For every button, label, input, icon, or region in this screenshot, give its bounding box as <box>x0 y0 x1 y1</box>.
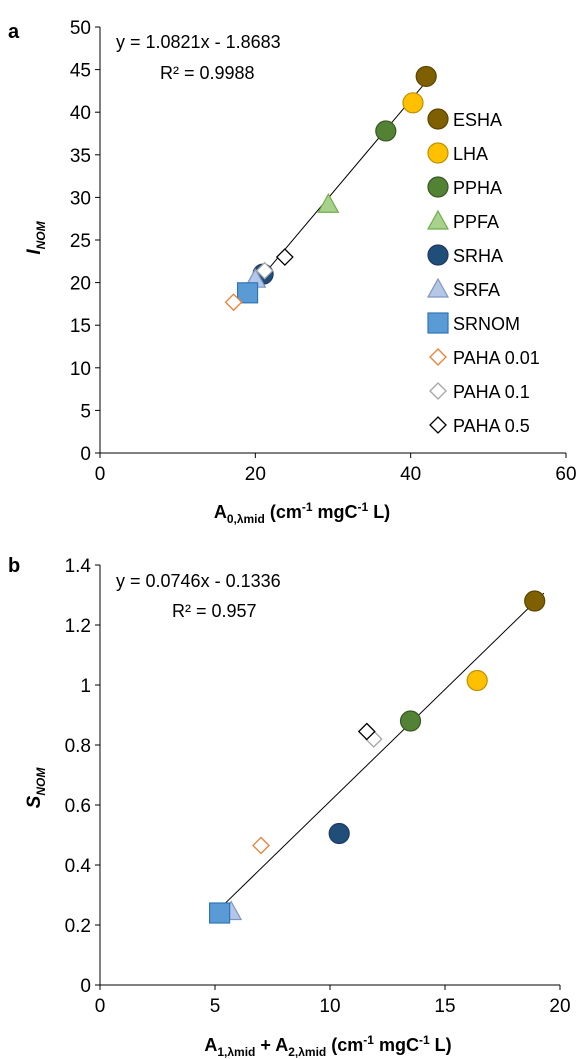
legend-label-ppfa: PPFA <box>453 212 499 232</box>
legend-item-paha-0-5: PAHA 0.5 <box>429 416 530 436</box>
panel-b-x-axis-label: A1,λmid + A2,λmid (cm-1 mgC-1 L) <box>204 1033 451 1059</box>
panel-a-trendline-path <box>247 81 427 295</box>
legend-marker-lha <box>427 142 449 164</box>
panel-b-x-tick-label: 15 <box>434 996 455 1017</box>
panel-a-point-paha-0-1 <box>255 261 274 280</box>
legend-item-srfa: SRFA <box>426 277 500 300</box>
panel-a-y-tick-label: 35 <box>70 146 91 167</box>
panel-a-y-tick-label: 30 <box>70 188 91 209</box>
legend-marker-paha-0-01 <box>429 348 447 366</box>
legend-item-paha-0-1: PAHA 0.1 <box>429 382 530 402</box>
panel-b-point-ppha <box>399 710 422 732</box>
panel-a-y-tick-label: 15 <box>70 316 91 337</box>
legend-marker-srnom <box>427 312 449 334</box>
panel-a-point-esha <box>415 65 437 88</box>
legend-label-esha: ESHA <box>453 110 502 130</box>
legend-label-srha: SRHA <box>453 246 503 266</box>
panel-a-point-lha <box>402 92 424 114</box>
panel-b-point-esha <box>524 590 546 612</box>
panel-b-trendline-path <box>214 592 545 914</box>
legend-item-ppha: PPHA <box>427 176 502 198</box>
panel-b-points <box>209 590 546 924</box>
panel-a-point-ppha <box>375 120 397 142</box>
panel-a-equation: y = 1.0821x - 1.8683 <box>116 32 281 52</box>
legend-item-paha-0-01: PAHA 0.01 <box>429 348 540 368</box>
panel-b-x-tick-label: 10 <box>319 996 340 1017</box>
panel-b-point-srnom <box>209 902 231 924</box>
panel-b-point-srha <box>328 822 350 845</box>
panel-b-x-tick-label: 20 <box>549 996 570 1017</box>
panel-b-point-paha-0-5 <box>357 722 376 741</box>
panel-a-label: a <box>8 21 20 43</box>
panel-b-x-tick-label: 5 <box>210 996 221 1017</box>
legend-item-srnom: SRNOM <box>427 312 520 334</box>
panel-b-x-tick-label: 0 <box>95 996 106 1017</box>
legend-marker-paha-0-5 <box>429 416 447 434</box>
panel-a-point-paha-0-01 <box>224 293 243 312</box>
panel-b-point-paha-0-01 <box>252 836 270 855</box>
panel-a-y-tick-label: 5 <box>80 401 91 422</box>
legend-item-esha: ESHA <box>427 108 502 130</box>
legend-marker-srfa <box>426 277 450 298</box>
legend-label-paha-0-1: PAHA 0.1 <box>453 382 530 402</box>
legend-marker-ppha <box>427 176 449 198</box>
panel-a-trendline <box>247 81 427 295</box>
panel-a-point-ppfa <box>317 192 340 213</box>
panel-b-r-squared: R² = 0.957 <box>172 601 257 621</box>
panel-a: a 0 5 10 15 20 25 30 35 40 45 50 0 20 40 60 y = 1.0821… <box>8 18 577 526</box>
panel-a-y-tick-label: 45 <box>70 61 91 82</box>
panel-b-y-tick-label: 0 <box>80 976 91 997</box>
panel-b-point-lha <box>466 669 488 692</box>
legend-label-paha-0-5: PAHA 0.5 <box>453 416 530 436</box>
panel-b-equation: y = 0.0746x - 0.1336 <box>116 571 281 591</box>
panel-a-x-tick-label: 0 <box>95 464 106 485</box>
legend-label-ppha: PPHA <box>453 178 502 198</box>
panel-b-y-tick-label: 0.8 <box>65 736 91 757</box>
panel-a-point-paha-0-5 <box>275 248 294 266</box>
panel-a-y-tick-label: 10 <box>70 359 91 380</box>
panel-b-label: b <box>8 555 20 577</box>
panel-a-y-tick-label: 20 <box>70 274 91 295</box>
legend-marker-srha <box>427 244 449 266</box>
panel-a-x-tick-label: 60 <box>555 464 576 485</box>
panel-a-x-tick-label: 40 <box>400 464 421 485</box>
panel-b: b 0 0.2 0.4 0.6 0.8 1 1.2 1.4 0 5 10 15 20 y = 0.074… <box>8 555 571 1059</box>
panel-b-y-tick-label: 0.2 <box>65 916 91 937</box>
legend-item-ppfa: PPFA <box>426 209 499 232</box>
panel-a-y-axis-label: INOM <box>24 220 48 254</box>
panel-b-y-tick-label: 1.4 <box>65 556 92 577</box>
panel-a-points <box>224 65 437 312</box>
panel-a-y-tick-label: 0 <box>80 444 91 465</box>
panel-a-x-tick-label: 20 <box>245 464 266 485</box>
panel-b-y-tick-label: 1 <box>80 676 91 697</box>
legend-label-srfa: SRFA <box>453 280 500 300</box>
legend-item-srha: SRHA <box>427 244 503 266</box>
panel-a-point-srnom <box>236 282 259 304</box>
panel-b-y-tick-label: 1.2 <box>65 616 91 637</box>
panel-b-y-axis-label: SNOM <box>24 767 48 809</box>
panel-a-y-tick-label: 40 <box>70 103 91 124</box>
panel-b-axes: 0 0.2 0.4 0.6 0.8 1 1.2 1.4 0 5 10 15 20 <box>65 556 571 1017</box>
panel-a-axes: 0 5 10 15 20 25 30 35 40 45 50 0 20 40 60 <box>70 18 577 485</box>
legend-label-lha: LHA <box>453 144 488 164</box>
panel-a-y-tick-label: 50 <box>70 18 91 39</box>
panel-b-y-tick-label: 0.4 <box>65 856 92 877</box>
panel-b-y-tick-label: 0.6 <box>65 796 91 817</box>
legend-label-srnom: SRNOM <box>453 314 520 334</box>
legend-marker-esha <box>427 108 449 130</box>
legend-label-paha-0-01: PAHA 0.01 <box>453 348 540 368</box>
panel-a-x-axis-label: A0,λmid (cm-1 mgC-1 L) <box>214 500 390 526</box>
legend-marker-paha-0-1 <box>429 382 447 400</box>
legend-item-lha: LHA <box>427 142 488 164</box>
panel-b-trendline <box>214 592 545 914</box>
legend-marker-ppfa <box>426 209 450 230</box>
panel-a-r-squared: R² = 0.9988 <box>160 63 255 83</box>
panel-a-legend: ESHA LHA PPHA PPFA SRHA SRFA SRNOM PAHA 0.01 PAH… <box>426 108 540 436</box>
panel-a-y-tick-label: 25 <box>70 231 91 252</box>
